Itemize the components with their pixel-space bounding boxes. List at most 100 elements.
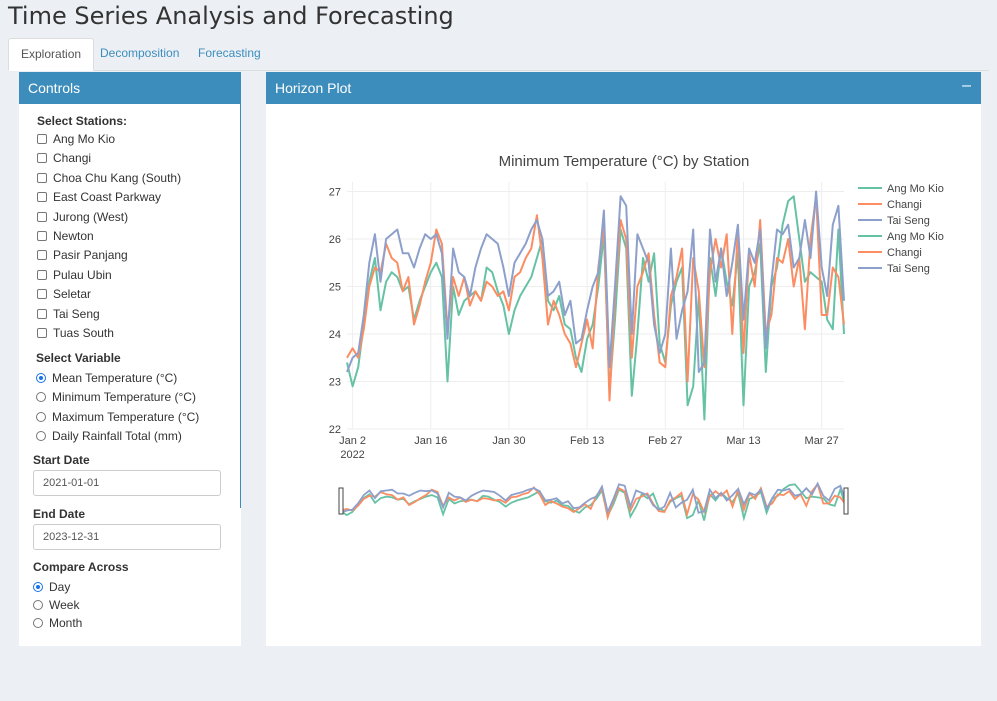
y-tick-label: 24 (329, 329, 341, 341)
plot-header: Horizon Plot – (266, 72, 981, 104)
legend-label[interactable]: Ang Mo Kio (887, 183, 944, 195)
radio-icon[interactable] (33, 600, 43, 610)
series-line (346, 190, 845, 373)
range-slider[interactable] (338, 481, 849, 522)
end-date-input[interactable]: 2023-12-31 (33, 524, 221, 550)
start-date-label: Start Date (33, 453, 90, 467)
y-tick-label: 27 (329, 187, 341, 199)
radio-icon[interactable] (36, 431, 46, 442)
legend-label[interactable]: Ang Mo Kio (887, 231, 944, 243)
checkbox-icon[interactable] (37, 231, 47, 241)
station-label: East Coast Parkway (53, 190, 162, 205)
start-date-input[interactable]: 2021-01-01 (33, 470, 221, 496)
controls-scroll-area[interactable] (19, 104, 241, 508)
checkbox-icon[interactable] (37, 269, 47, 280)
compare-label: Day (49, 580, 71, 594)
variable-label: Daily Rainfall Total (mm) (52, 429, 182, 444)
station-label: Seletar (53, 287, 92, 302)
legend-label[interactable]: Changi (887, 199, 922, 211)
variable-label: Mean Temperature (°C) (52, 371, 178, 385)
compare-label: Compare Across (33, 560, 129, 574)
variable-option[interactable]: Daily Rainfall Total (mm) (36, 428, 182, 444)
line-chart[interactable]: Minimum Temperature (°C) by Station 22 23… (266, 104, 981, 646)
station-label: Pasir Panjang (53, 248, 128, 263)
x-axis-ticks: Jan 2 Jan 16 Jan 30 Feb 13 Feb 27 Mar 13 Mar 2… (339, 435, 839, 461)
checkbox-icon[interactable] (37, 134, 47, 144)
variable-label: Maximum Temperature (°C) (52, 409, 200, 424)
compare-option[interactable]: Week (33, 597, 79, 613)
checkbox-icon[interactable] (37, 328, 47, 338)
checkbox-icon[interactable] (37, 289, 47, 300)
x-tick-label: Mar 13 (726, 435, 760, 447)
variable-option[interactable]: Minimum Temperature (°C) (36, 389, 196, 405)
tab-exploration[interactable]: Exploration (8, 38, 95, 71)
station-option[interactable]: Ang Mo Kio (37, 131, 115, 147)
station-label: Jurong (West) (53, 209, 129, 224)
legend-label[interactable]: Tai Seng (887, 263, 930, 275)
variable-label: Minimum Temperature (°C) (52, 390, 196, 405)
compare-option[interactable]: Day (33, 579, 70, 595)
station-label: Ang Mo Kio (53, 132, 116, 146)
station-option[interactable]: Tai Seng (37, 306, 100, 322)
checkbox-icon[interactable] (37, 308, 47, 319)
variable-option[interactable]: Maximum Temperature (°C) (36, 409, 199, 425)
station-label: Choa Chu Kang (South) (53, 170, 182, 185)
radio-icon[interactable] (33, 582, 43, 592)
minus-icon[interactable]: – (962, 77, 971, 94)
station-option[interactable]: Seletar (37, 286, 91, 302)
checkbox-icon[interactable] (37, 211, 47, 222)
checkbox-icon[interactable] (37, 172, 47, 183)
station-label: Tai Seng (53, 306, 100, 321)
compare-option[interactable]: Month (33, 615, 82, 631)
slider-handle-left[interactable] (338, 487, 344, 515)
y-tick-label: 22 (329, 424, 341, 436)
tab-forecasting[interactable]: Forecasting (198, 46, 261, 60)
legend-label[interactable]: Tai Seng (887, 215, 930, 227)
chart-title: Minimum Temperature (°C) by Station (499, 153, 750, 170)
y-tick-label: 23 (329, 377, 341, 389)
legend-label[interactable]: Changi (887, 247, 922, 259)
y-axis-ticks: 22 23 24 25 26 27 (329, 187, 341, 437)
station-option[interactable]: Tuas South (37, 325, 114, 341)
station-option[interactable]: Jurong (West) (37, 209, 128, 225)
station-option[interactable]: East Coast Parkway (37, 189, 161, 205)
radio-icon[interactable] (36, 373, 46, 383)
horizon-plot-panel: Horizon Plot – Minimum Temperature (°C) … (266, 72, 981, 646)
x-tick-label: Feb 13 (570, 435, 604, 447)
tab-decomposition[interactable]: Decomposition (100, 46, 180, 60)
variable-label: Select Variable (36, 351, 121, 365)
slider-handle-right[interactable] (843, 487, 849, 515)
station-label: Newton (53, 229, 94, 243)
radio-icon[interactable] (33, 618, 43, 628)
radio-icon[interactable] (36, 392, 46, 403)
station-label: Changi (53, 151, 92, 166)
controls-panel: Controls Select Stations: Select Variabl… (19, 72, 241, 646)
x-tick-label: Jan 30 (492, 435, 525, 447)
station-option[interactable]: Pulau Ubin (37, 267, 112, 283)
station-option[interactable]: Newton (37, 228, 94, 244)
station-label: Pulau Ubin (53, 267, 112, 282)
app-title: Time Series Analysis and Forecasting (8, 2, 454, 30)
radio-icon[interactable] (36, 411, 46, 422)
controls-header: Controls (19, 72, 241, 104)
plot-header-title: Horizon Plot (275, 80, 352, 96)
x-tick-label: Mar 27 (805, 435, 839, 447)
checkbox-icon[interactable] (37, 153, 47, 164)
station-option[interactable]: Changi (37, 150, 91, 166)
variable-option[interactable]: Mean Temperature (°C) (36, 370, 177, 386)
station-option[interactable]: Choa Chu Kang (South) (37, 170, 181, 186)
y-tick-label: 25 (329, 282, 341, 294)
station-option[interactable]: Pasir Panjang (37, 247, 128, 263)
tab-bar: Exploration Decomposition Forecasting (8, 38, 989, 71)
slider-series-line (340, 481, 847, 515)
x-tick-year: 2022 (340, 449, 364, 461)
chart-legend[interactable]: Ang Mo Kio Changi Tai Seng Ang Mo Kio Changi… (858, 183, 944, 275)
station-label: Tuas South (53, 326, 114, 340)
compare-label: Month (49, 616, 83, 630)
checkbox-icon[interactable] (37, 192, 47, 203)
x-tick-label: Jan 2 (339, 435, 366, 447)
end-date-label: End Date (33, 507, 86, 521)
checkbox-icon[interactable] (37, 250, 47, 261)
y-tick-label: 26 (329, 234, 341, 246)
x-tick-label: Feb 27 (648, 435, 682, 447)
